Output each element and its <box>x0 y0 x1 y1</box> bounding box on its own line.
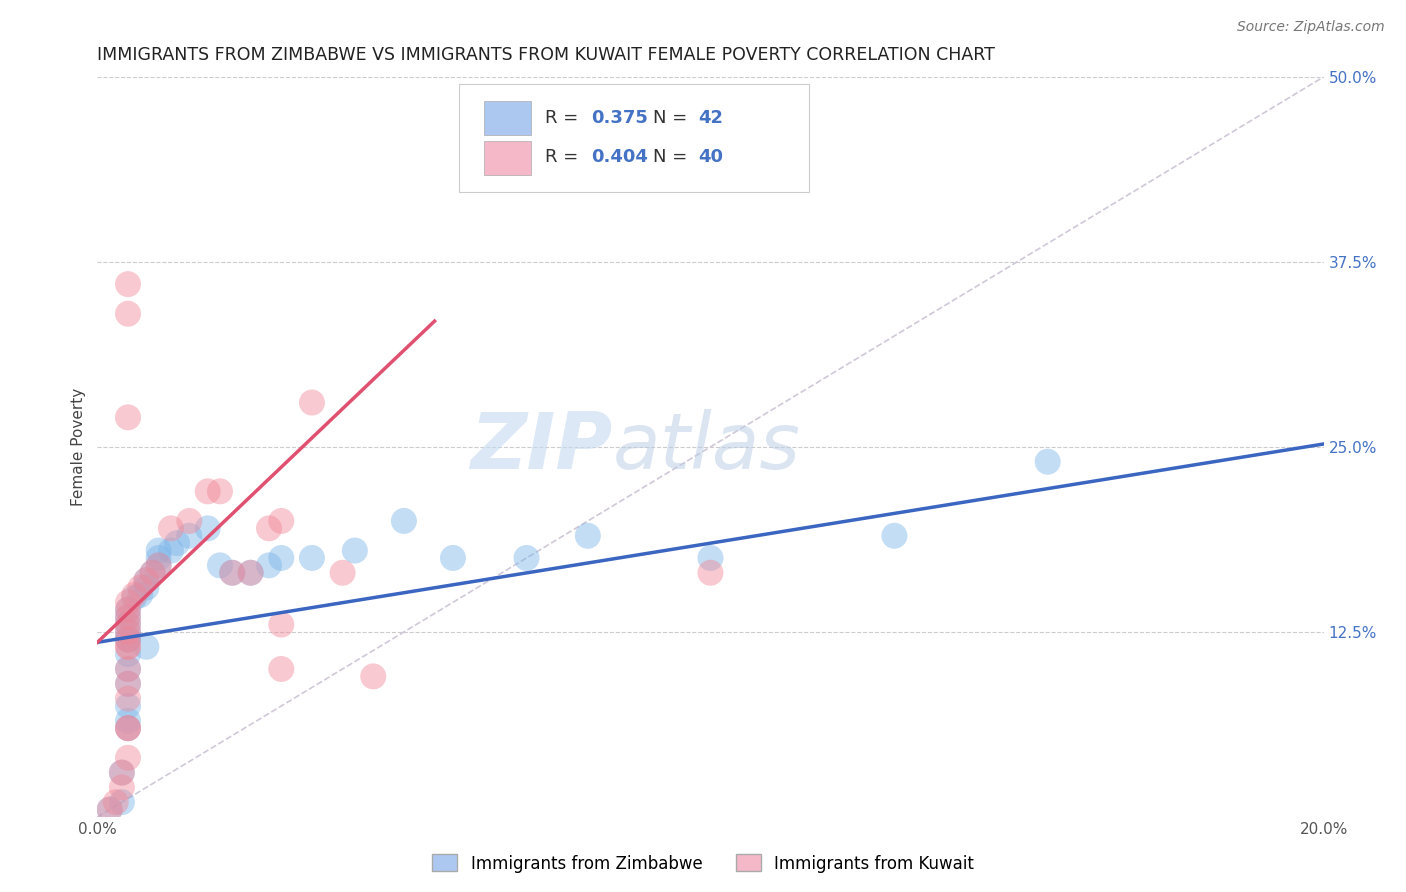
Point <box>117 595 139 609</box>
Text: R =: R = <box>546 148 583 166</box>
Point <box>117 410 139 425</box>
Point <box>257 521 280 535</box>
Point <box>699 551 721 566</box>
Point <box>111 780 134 795</box>
Point <box>160 543 183 558</box>
Point <box>392 514 415 528</box>
Point <box>117 617 139 632</box>
Point <box>270 662 292 676</box>
Point <box>135 573 157 587</box>
Point <box>117 277 139 292</box>
Point <box>117 610 139 624</box>
Point <box>117 640 139 654</box>
Point <box>111 765 134 780</box>
Legend: Immigrants from Zimbabwe, Immigrants from Kuwait: Immigrants from Zimbabwe, Immigrants fro… <box>426 847 980 880</box>
Point <box>179 529 201 543</box>
Point <box>441 551 464 566</box>
Text: IMMIGRANTS FROM ZIMBABWE VS IMMIGRANTS FROM KUWAIT FEMALE POVERTY CORRELATION CH: IMMIGRANTS FROM ZIMBABWE VS IMMIGRANTS F… <box>97 46 995 64</box>
Point <box>122 588 145 602</box>
Point <box>104 795 127 809</box>
Point <box>117 624 139 639</box>
Point <box>239 566 262 580</box>
Point <box>148 558 170 573</box>
Point <box>576 529 599 543</box>
Point <box>239 566 262 580</box>
Point <box>343 543 366 558</box>
Point <box>117 624 139 639</box>
Point <box>111 795 134 809</box>
Point <box>160 521 183 535</box>
Text: 0.404: 0.404 <box>592 148 648 166</box>
Point <box>257 558 280 573</box>
Point <box>122 591 145 605</box>
Point <box>117 698 139 713</box>
Point <box>117 721 139 735</box>
Point <box>221 566 243 580</box>
Point <box>117 647 139 661</box>
Point <box>135 581 157 595</box>
Point <box>117 721 139 735</box>
Point <box>179 514 201 528</box>
Text: ZIP: ZIP <box>470 409 613 485</box>
Point <box>270 514 292 528</box>
Point <box>141 566 163 580</box>
FancyBboxPatch shape <box>484 102 531 136</box>
Point <box>117 603 139 617</box>
Text: atlas: atlas <box>613 409 800 485</box>
Point <box>1036 455 1059 469</box>
Point <box>148 543 170 558</box>
Point <box>117 751 139 765</box>
Text: 42: 42 <box>699 109 723 127</box>
Point <box>117 617 139 632</box>
Point <box>98 803 121 817</box>
Point <box>117 662 139 676</box>
FancyBboxPatch shape <box>484 141 531 175</box>
Point <box>148 551 170 566</box>
Point <box>117 662 139 676</box>
Point <box>117 610 139 624</box>
Point <box>270 617 292 632</box>
Point <box>141 566 163 580</box>
Point <box>117 721 139 735</box>
Point <box>117 677 139 691</box>
Point <box>301 395 323 409</box>
Point <box>117 714 139 728</box>
Point <box>135 573 157 587</box>
Text: Source: ZipAtlas.com: Source: ZipAtlas.com <box>1237 20 1385 34</box>
Point <box>111 765 134 780</box>
Point <box>98 803 121 817</box>
Point <box>515 551 537 566</box>
Point <box>135 640 157 654</box>
Text: N =: N = <box>652 148 693 166</box>
Point <box>117 640 139 654</box>
FancyBboxPatch shape <box>460 84 808 192</box>
Y-axis label: Female Poverty: Female Poverty <box>72 388 86 506</box>
Point <box>883 529 905 543</box>
Point <box>361 669 384 683</box>
Point <box>332 566 354 580</box>
Point <box>117 307 139 321</box>
Point <box>221 566 243 580</box>
Point <box>270 551 292 566</box>
Point <box>117 677 139 691</box>
Text: R =: R = <box>546 109 583 127</box>
Point <box>117 632 139 647</box>
Point <box>208 484 231 499</box>
Text: N =: N = <box>652 109 693 127</box>
Point <box>699 566 721 580</box>
Point <box>117 691 139 706</box>
Text: 0.375: 0.375 <box>592 109 648 127</box>
Point <box>166 536 188 550</box>
Point <box>117 632 139 647</box>
Point <box>197 484 219 499</box>
Point <box>117 603 139 617</box>
Point <box>197 521 219 535</box>
Point <box>117 632 139 647</box>
Point <box>148 558 170 573</box>
Point <box>208 558 231 573</box>
Text: 40: 40 <box>699 148 723 166</box>
Point <box>129 588 152 602</box>
Point <box>301 551 323 566</box>
Point <box>129 581 152 595</box>
